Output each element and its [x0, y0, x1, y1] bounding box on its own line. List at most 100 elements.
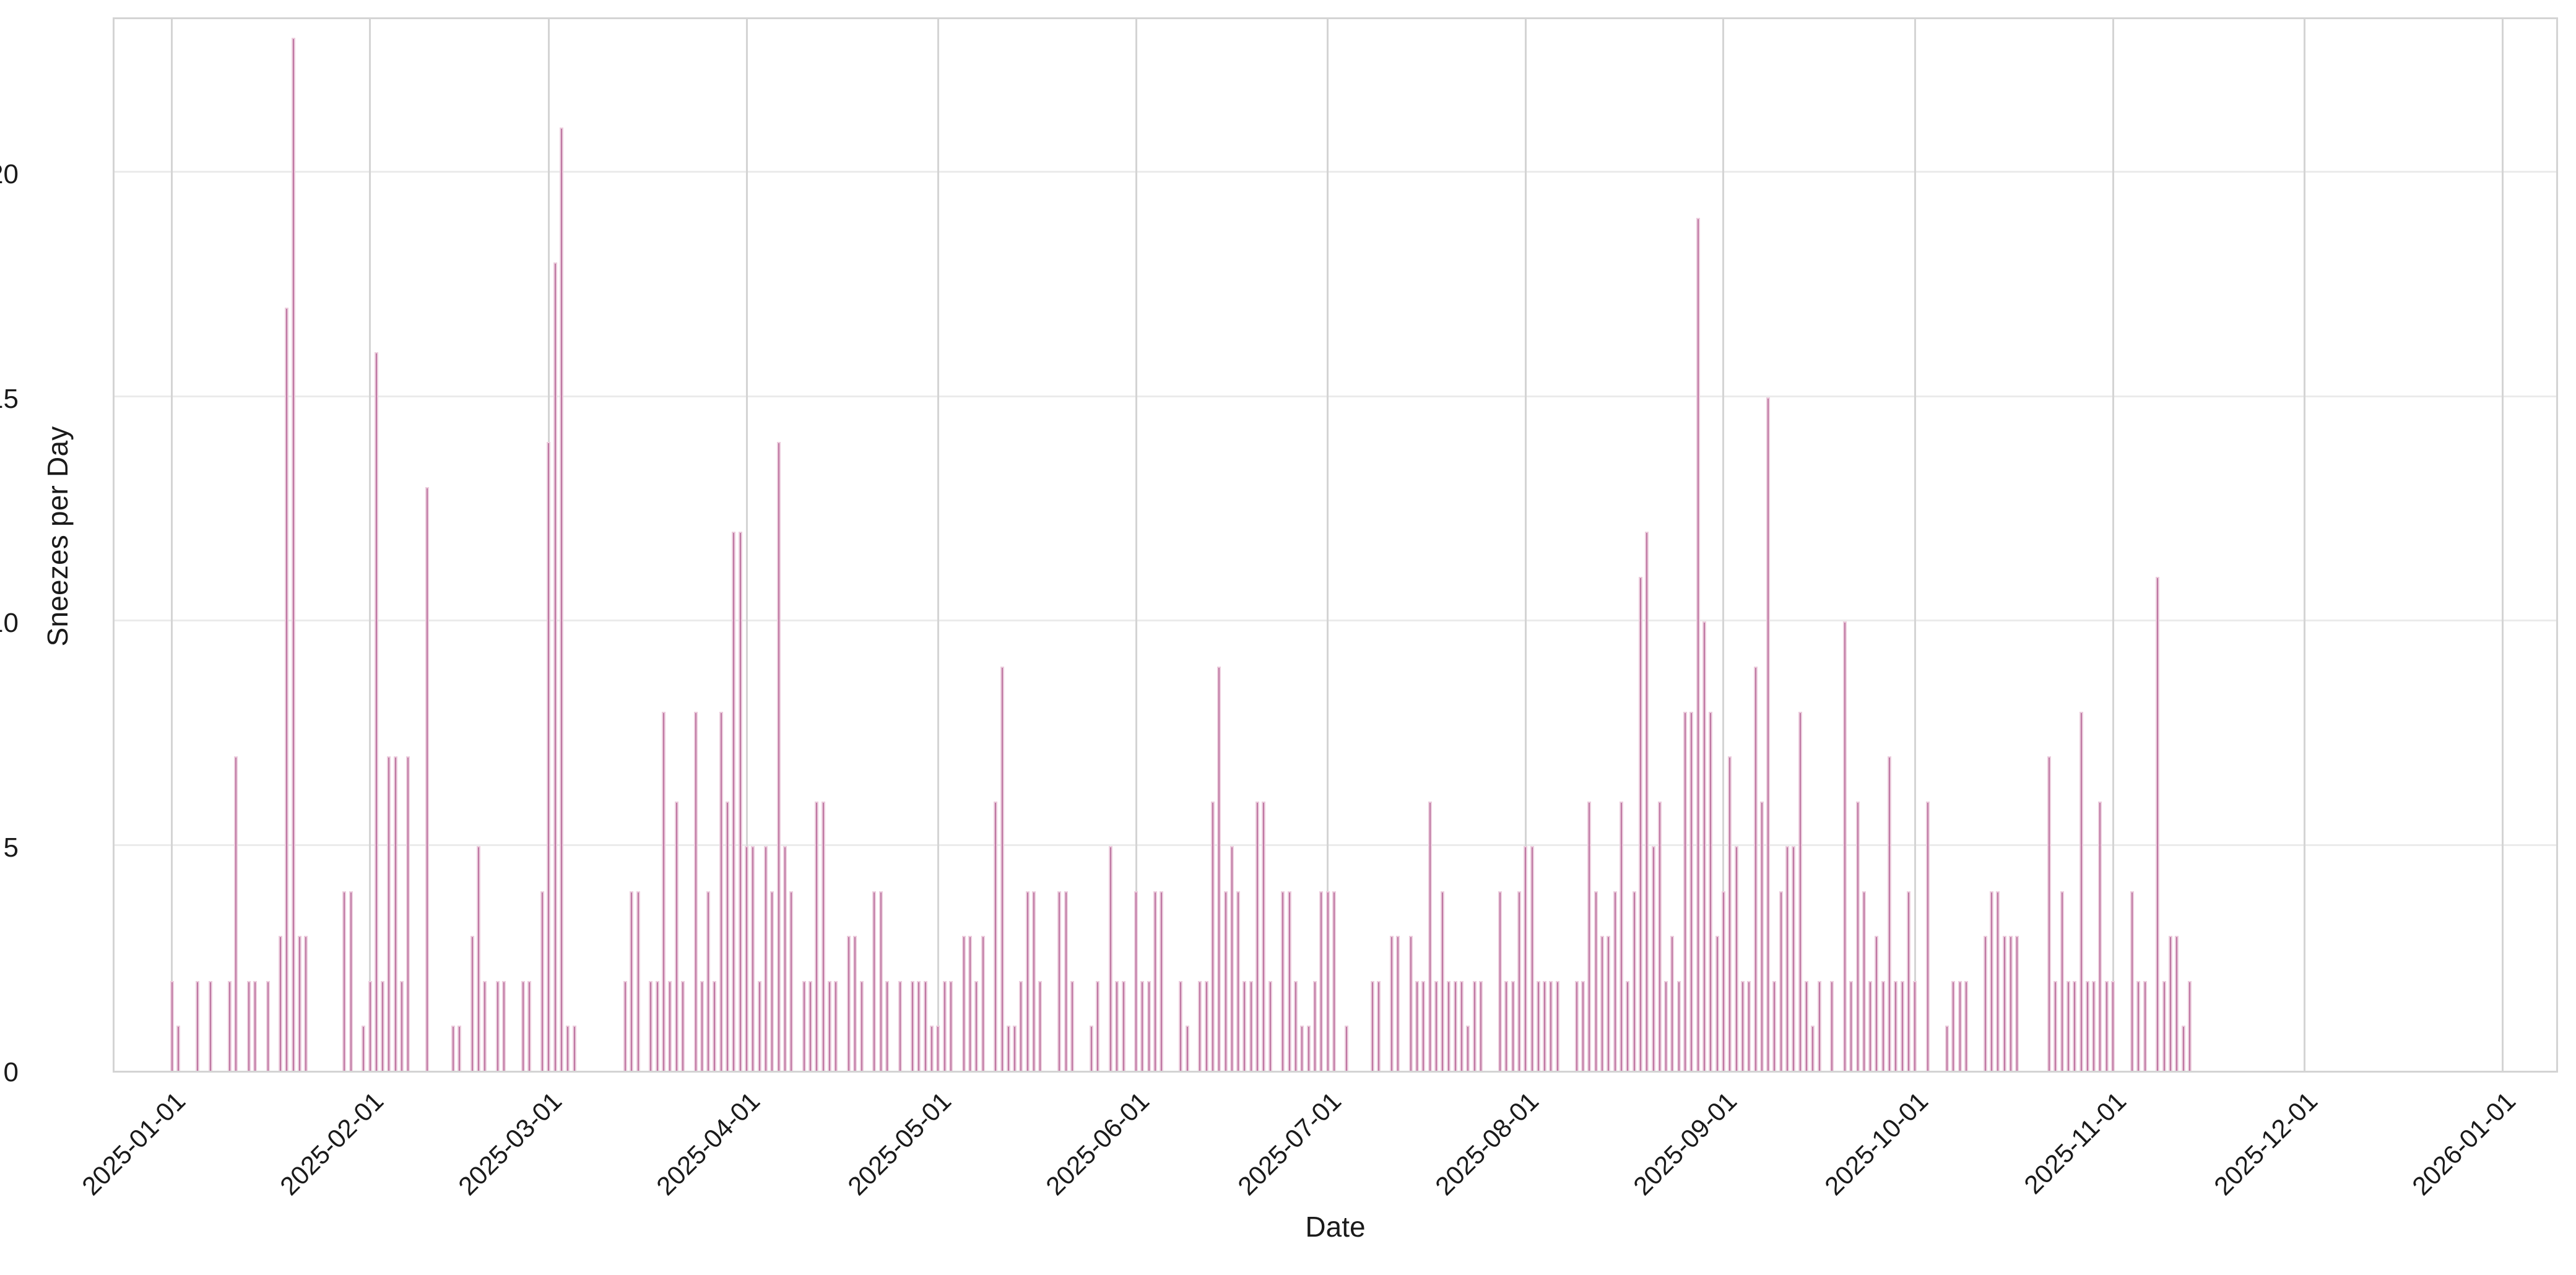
y-tick-label-10: 10	[0, 608, 19, 639]
bar	[763, 846, 768, 1071]
bar	[2047, 756, 2051, 1071]
bar	[2060, 891, 2064, 1071]
bar	[1721, 891, 1725, 1071]
bar	[1006, 1026, 1010, 1071]
gridline-x-2025-10-01	[1914, 19, 1916, 1071]
bar	[1734, 846, 1738, 1071]
bar	[1600, 936, 1604, 1071]
bar	[1964, 980, 1968, 1071]
bar	[1913, 980, 1917, 1071]
bar	[1785, 846, 1790, 1071]
bar	[878, 891, 883, 1071]
bar	[1696, 217, 1700, 1071]
bar	[1759, 801, 1764, 1071]
bar	[483, 980, 487, 1071]
bar	[2156, 576, 2160, 1071]
bar	[700, 980, 704, 1071]
bar	[2002, 936, 2006, 1071]
bar	[1549, 980, 1553, 1071]
bar	[1185, 1026, 1189, 1071]
bar	[783, 846, 787, 1071]
bar	[911, 980, 915, 1071]
bar	[1160, 891, 1164, 1071]
y-tick-label-15: 15	[0, 383, 19, 414]
bar	[693, 711, 698, 1071]
bar	[1990, 891, 1994, 1071]
gridline-x-2025-12-01	[2303, 19, 2305, 1071]
bar	[1319, 891, 1324, 1071]
bar	[1345, 1026, 1349, 1071]
bar	[1779, 891, 1783, 1071]
y-tick-label-5: 5	[3, 832, 19, 863]
bar	[1306, 1026, 1311, 1071]
bar	[1613, 891, 1617, 1071]
bar	[680, 980, 685, 1071]
bar	[374, 352, 378, 1071]
bar	[1574, 980, 1579, 1071]
bar	[942, 980, 947, 1071]
bar	[208, 980, 212, 1071]
bar	[1830, 980, 1834, 1071]
bar	[304, 936, 308, 1071]
bar	[1657, 801, 1662, 1071]
bar	[1070, 980, 1074, 1071]
bar	[923, 980, 927, 1071]
bar	[1389, 936, 1394, 1071]
bar	[381, 980, 385, 1071]
bar	[1594, 891, 1598, 1071]
bar	[1460, 980, 1464, 1071]
bar	[553, 262, 557, 1071]
bar	[246, 980, 251, 1071]
bar	[1453, 980, 1457, 1071]
gridline-y-5	[115, 844, 2556, 847]
bar	[1925, 801, 1930, 1071]
bar	[1223, 891, 1228, 1071]
bar	[1958, 980, 1962, 1071]
bar	[1983, 936, 1987, 1071]
bar	[2079, 711, 2083, 1071]
bar	[1064, 891, 1068, 1071]
bar	[668, 980, 672, 1071]
bar	[387, 756, 391, 1071]
bar	[636, 891, 640, 1071]
bar	[406, 756, 410, 1071]
bar	[802, 980, 806, 1071]
bar	[1428, 801, 1432, 1071]
bar	[2143, 980, 2147, 1071]
bar	[719, 711, 723, 1071]
bar	[1996, 891, 2000, 1071]
bar	[1229, 846, 1234, 1071]
bar	[815, 801, 819, 1071]
bar	[1013, 1026, 1017, 1071]
bar	[1715, 936, 1719, 1071]
bar	[1632, 891, 1636, 1071]
bar	[457, 1026, 461, 1071]
bar	[961, 936, 966, 1071]
bar	[1115, 980, 1119, 1071]
gridline-x-2025-02-01	[369, 19, 371, 1071]
bar	[1753, 667, 1758, 1071]
bar	[572, 1026, 576, 1071]
bar	[1025, 891, 1030, 1071]
bar	[1121, 980, 1125, 1071]
bar	[770, 891, 774, 1071]
bar	[738, 532, 742, 1071]
bar	[898, 980, 902, 1071]
bar	[1817, 980, 1821, 1071]
bar	[559, 127, 563, 1071]
bar	[266, 980, 270, 1071]
bar	[821, 801, 825, 1071]
bar	[1377, 980, 1381, 1071]
bar	[2175, 936, 2179, 1071]
bar	[1728, 756, 1732, 1071]
bar	[1881, 980, 1885, 1071]
bar	[1670, 936, 1675, 1071]
bar	[1325, 891, 1330, 1071]
gridline-x-2025-09-01	[1722, 19, 1725, 1071]
bar	[170, 980, 174, 1071]
bar	[253, 980, 257, 1071]
bar	[949, 980, 953, 1071]
bar	[809, 980, 813, 1071]
bar	[2085, 980, 2089, 1071]
bar	[1312, 980, 1317, 1071]
